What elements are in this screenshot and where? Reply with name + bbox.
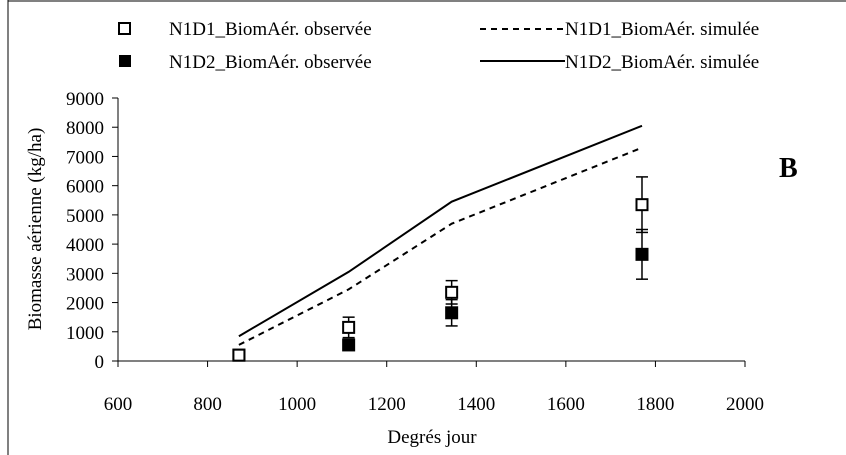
legend-label: N1D1_BiomAér. simulée <box>565 19 759 40</box>
data-point-open-square <box>635 198 649 212</box>
plot-area <box>232 124 649 362</box>
x-tick-label: 1800 <box>636 394 674 415</box>
x-tick-label: 1200 <box>368 394 406 415</box>
data-point-filled-square <box>445 306 459 320</box>
y-tick-label: 0 <box>95 352 105 373</box>
y-tick-label: 8000 <box>66 118 104 139</box>
x-tick-label: 1000 <box>278 394 316 415</box>
data-point-open-square <box>342 320 356 334</box>
legend-marker-open-square <box>118 22 131 35</box>
x-tick-label: 2000 <box>726 394 764 415</box>
x-axis-title: Degrés jour <box>387 427 477 448</box>
x-ticks: 600 800 1000 1200 1400 1600 1800 2000 <box>104 361 764 415</box>
y-axis-title: Biomasse aérienne (kg/ha) <box>25 128 46 331</box>
data-point-open-square <box>232 348 246 362</box>
x-tick-label: 800 <box>193 394 222 415</box>
y-tick-label: 4000 <box>66 235 104 256</box>
y-tick-label: 5000 <box>66 206 104 227</box>
panel-label: B <box>779 153 798 184</box>
y-tick-label: 7000 <box>66 147 104 168</box>
data-point-filled-square <box>342 338 356 352</box>
series-line-solid <box>238 124 643 338</box>
x-tick-label: 1600 <box>547 394 585 415</box>
y-tick-label: 9000 <box>66 89 104 110</box>
legend-label: N1D2_BiomAér. observée <box>169 52 372 73</box>
legend-label: N1D1_BiomAér. observée <box>169 19 372 40</box>
legend-label: N1D2_BiomAér. simulée <box>565 52 759 73</box>
x-tick-label: 600 <box>104 394 133 415</box>
y-tick-label: 3000 <box>66 264 104 285</box>
data-point-open-square <box>445 285 459 299</box>
legend-marker-filled-square <box>119 55 131 67</box>
series-line-dashed <box>238 146 643 346</box>
y-tick-label: 2000 <box>66 294 104 315</box>
legend: N1D1_BiomAér. observée N1D2_BiomAér. obs… <box>118 19 759 73</box>
y-tick-label: 1000 <box>66 323 104 344</box>
x-tick-label: 1400 <box>457 394 495 415</box>
data-point-filled-square <box>635 247 649 261</box>
y-ticks: 0 1000 2000 3000 4000 5000 6000 7000 8000 9000 <box>66 89 118 373</box>
y-tick-label: 6000 <box>66 177 104 198</box>
